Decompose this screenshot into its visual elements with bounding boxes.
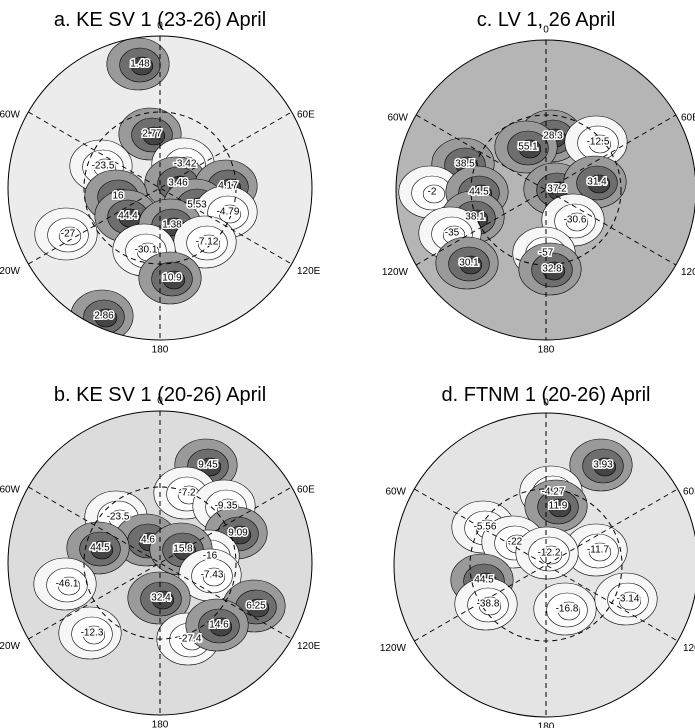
contour-label: -2 xyxy=(428,187,437,198)
map-body xyxy=(396,40,695,340)
map-panel: b. KE SV 1 (20-26) April9.45-7.2-9.35-23… xyxy=(0,384,321,728)
contour-label: -35 xyxy=(445,228,460,239)
contour-label: 10.9 xyxy=(162,273,182,284)
contour-label: 4.17 xyxy=(218,181,238,192)
contour-label: 44.5 xyxy=(474,575,494,586)
longitude-label: 60E xyxy=(297,485,315,496)
contour-label: 3.93 xyxy=(593,460,613,471)
contour-label: 38.5 xyxy=(455,159,475,170)
contour-label: -9.35 xyxy=(215,501,238,512)
contour-label: 28.3 xyxy=(543,131,563,142)
contour-label: 1.38 xyxy=(162,220,182,231)
map-body xyxy=(8,411,312,715)
contour-label: 44.5 xyxy=(469,187,489,198)
contour-label: 44.5 xyxy=(90,543,110,554)
contour-label: 9.45 xyxy=(198,460,218,471)
longitude-label: 180 xyxy=(152,720,169,728)
map-body xyxy=(394,413,695,717)
contour-label: 44.4 xyxy=(118,211,138,222)
contour-label: 15.8 xyxy=(173,544,193,555)
longitude-label: 60E xyxy=(683,487,695,498)
contour-label: 30.1 xyxy=(459,258,479,269)
contour-label: 2.77 xyxy=(142,129,162,140)
longitude-label: 0 xyxy=(157,21,163,32)
contour-label: 9.09 xyxy=(228,528,248,539)
contour-label: 4.6 xyxy=(141,535,155,546)
map-panel: d. FTNM 1 (20-26) April3.93-4.2711.9-5.5… xyxy=(380,384,695,728)
longitude-label: 180 xyxy=(152,345,169,356)
longitude-label: 120W xyxy=(380,643,407,654)
contour-label: -12.5 xyxy=(587,137,610,148)
contour-label: -4.79 xyxy=(217,207,240,218)
contour-label: 2.86 xyxy=(94,311,114,322)
contour-label: 37.2 xyxy=(547,184,567,195)
longitude-label: 120E xyxy=(297,641,321,652)
contour-label: 55.1 xyxy=(518,142,538,153)
contour-label: -23.5 xyxy=(92,161,115,172)
longitude-label: 180 xyxy=(538,345,555,356)
contour-label: -12.3 xyxy=(81,628,104,639)
contour-label: -46.1 xyxy=(56,579,79,590)
contour-label: 32.8 xyxy=(542,264,562,275)
contour-label: 14.6 xyxy=(209,620,229,631)
longitude-label: 120W xyxy=(382,267,409,278)
map-panel: a. KE SV 1 (23-26) April1.482.77-3.423.4… xyxy=(0,9,321,356)
contour-label: -7.2 xyxy=(178,488,196,499)
contour-label: 32.4 xyxy=(151,593,171,604)
figure: a. KE SV 1 (23-26) April1.482.77-3.423.4… xyxy=(0,0,695,728)
longitude-label: 0 xyxy=(543,25,549,36)
longitude-label: 60W xyxy=(0,110,21,121)
contour-label: 5.53 xyxy=(187,200,207,211)
longitude-label: 60W xyxy=(0,485,21,496)
contour-label: -38.8 xyxy=(477,599,500,610)
contour-label: 16 xyxy=(112,191,124,202)
longitude-label: 60W xyxy=(387,113,408,124)
longitude-label: 120E xyxy=(681,267,695,278)
longitude-label: 120E xyxy=(297,266,321,277)
contour-label: -3.14 xyxy=(617,594,640,605)
longitude-label: 60W xyxy=(385,487,406,498)
contour-label: -57 xyxy=(539,248,554,259)
contour-label: -27.4 xyxy=(179,634,202,645)
contour-label: -30.6 xyxy=(564,215,587,226)
contour-label: 3.46 xyxy=(168,178,188,189)
contour-label: -30.1 xyxy=(135,245,158,256)
contour-label: -4.27 xyxy=(542,487,565,498)
contour-label: -16 xyxy=(203,551,218,562)
longitude-label: 0 xyxy=(157,396,163,407)
contour-label: -23.5 xyxy=(107,512,130,523)
contour-label: -3.42 xyxy=(174,159,197,170)
contour-label: 31.4 xyxy=(587,177,607,188)
contour-label: -7.43 xyxy=(201,570,224,581)
contour-label: -22 xyxy=(508,537,523,548)
contour-label: 11.9 xyxy=(549,501,568,512)
contour-label: 6.25 xyxy=(246,601,266,612)
contour-label: -5.56 xyxy=(474,522,497,533)
contour-label: 1.48 xyxy=(130,59,150,70)
longitude-label: 120W xyxy=(0,641,21,652)
contour-label: -12.2 xyxy=(538,548,561,559)
longitude-label: 120W xyxy=(0,266,21,277)
contour-label: -11.7 xyxy=(587,545,609,556)
contour-label: 38.1 xyxy=(465,212,485,223)
longitude-label: 120E xyxy=(683,643,695,654)
longitude-label: 60E xyxy=(297,110,315,121)
longitude-label: 60E xyxy=(681,113,695,124)
contour-label: -16.8 xyxy=(556,604,579,615)
contour-label: -7.12 xyxy=(196,237,219,248)
contour-label: -27 xyxy=(61,229,76,240)
longitude-label: 180 xyxy=(538,722,555,728)
longitude-label: 0 xyxy=(543,398,549,409)
